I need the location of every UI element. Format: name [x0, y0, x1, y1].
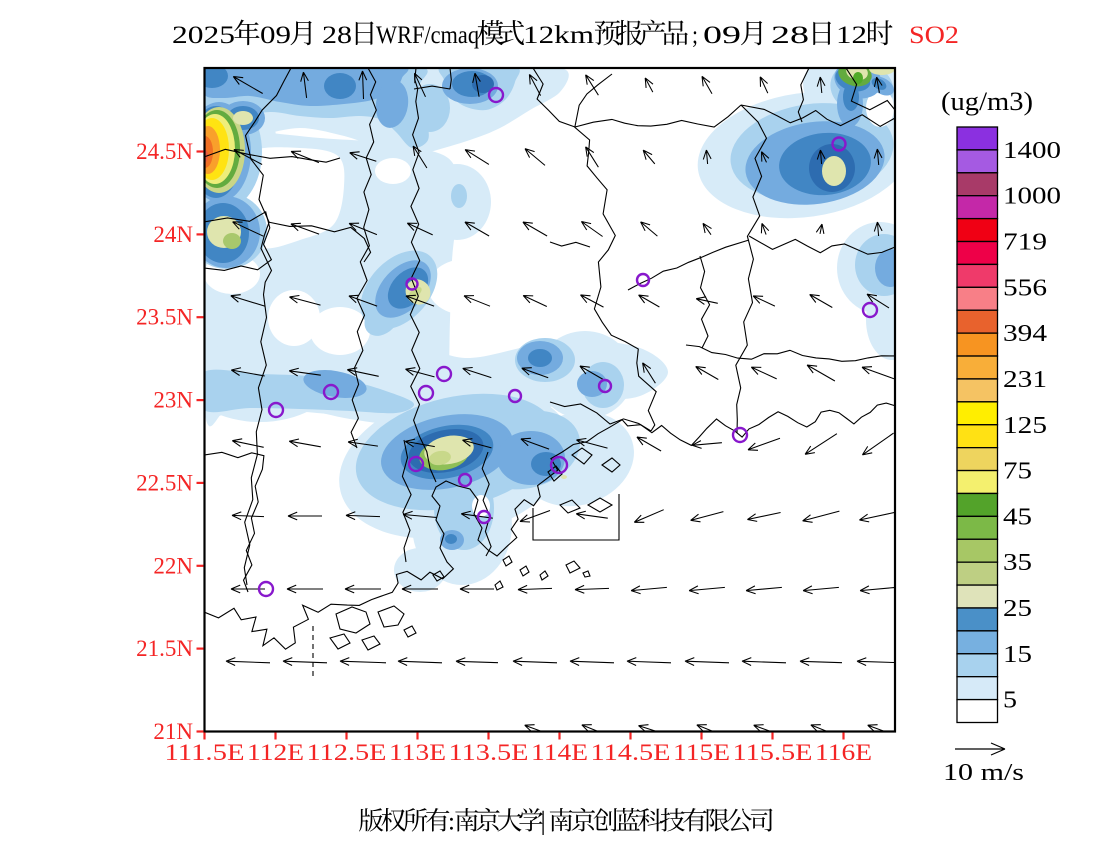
svg-text:23.5N: 23.5N [136, 305, 193, 330]
svg-text:113E: 113E [389, 740, 446, 765]
svg-text:24.5N: 24.5N [136, 139, 193, 164]
svg-text:719: 719 [1003, 230, 1047, 256]
svg-text:112E: 112E [247, 740, 304, 765]
svg-text:21.5N: 21.5N [136, 636, 193, 661]
svg-text:231: 231 [1003, 367, 1047, 393]
svg-text:WRF/cmaq: WRF/cmaq [376, 22, 479, 49]
svg-text:10 m/s: 10 m/s [943, 760, 1024, 786]
svg-text:75: 75 [1003, 459, 1032, 485]
svg-text:35: 35 [1003, 550, 1032, 576]
svg-text:111.5E: 111.5E [165, 740, 245, 765]
svg-text:(ug/m3): (ug/m3) [941, 87, 1033, 116]
svg-text:25: 25 [1003, 596, 1032, 622]
svg-text:28: 28 [322, 22, 352, 49]
svg-text:112.5E: 112.5E [307, 740, 387, 765]
svg-text:22.5N: 22.5N [136, 470, 193, 495]
svg-text:09: 09 [703, 22, 741, 49]
svg-text:113.5E: 113.5E [449, 740, 529, 765]
svg-text:116E: 116E [815, 740, 872, 765]
svg-text:45: 45 [1003, 504, 1032, 530]
svg-text::: : [448, 809, 455, 836]
svg-text:556: 556 [1003, 275, 1047, 301]
svg-text:;: ; [692, 22, 698, 49]
svg-text:28: 28 [771, 22, 809, 49]
svg-text:114E: 114E [531, 740, 588, 765]
svg-text:22N: 22N [153, 553, 193, 578]
svg-text:21N: 21N [153, 719, 193, 744]
svg-text:09: 09 [260, 22, 291, 49]
svg-text:1000: 1000 [1003, 184, 1061, 210]
svg-text:12: 12 [836, 22, 867, 49]
svg-text:114.5E: 114.5E [591, 740, 671, 765]
svg-text:115.5E: 115.5E [733, 740, 813, 765]
svg-text:125: 125 [1003, 413, 1047, 439]
svg-text:|: | [541, 807, 546, 836]
svg-text:24N: 24N [153, 222, 193, 247]
svg-text:SO2: SO2 [909, 22, 959, 49]
svg-text:2025: 2025 [172, 22, 235, 49]
svg-text:394: 394 [1003, 321, 1047, 347]
svg-text:1400: 1400 [1003, 138, 1061, 164]
svg-text:115E: 115E [673, 740, 730, 765]
svg-text:15: 15 [1003, 642, 1032, 668]
svg-text:12km: 12km [523, 22, 595, 49]
svg-text:5: 5 [1003, 688, 1017, 714]
svg-text:23N: 23N [153, 388, 193, 413]
